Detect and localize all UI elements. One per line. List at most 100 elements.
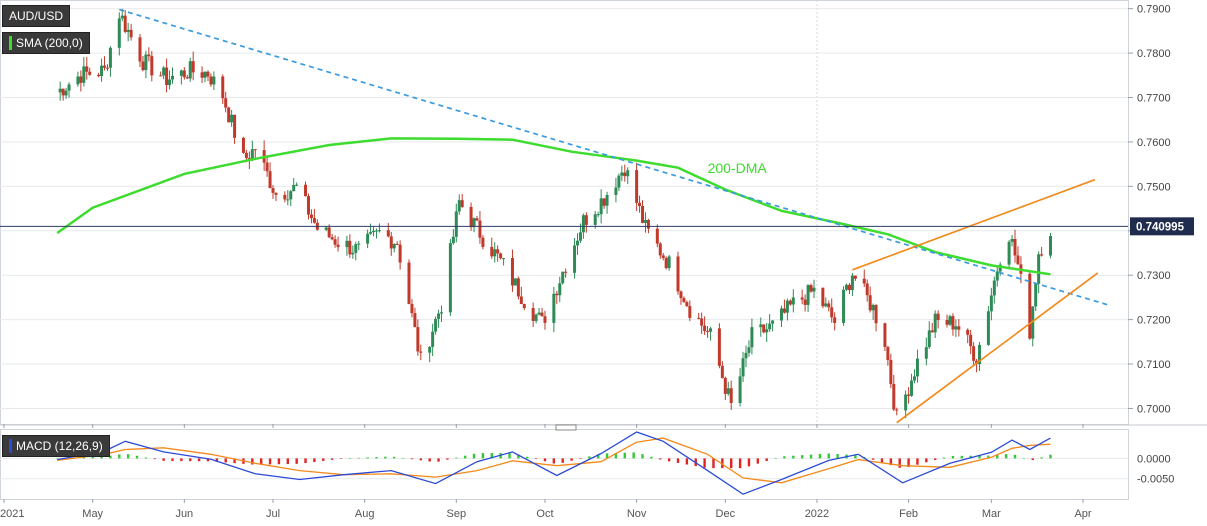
macd-histogram-bar (1040, 457, 1043, 459)
candle-body (191, 61, 195, 73)
candle-body (578, 232, 582, 241)
macd-line (57, 431, 1051, 495)
macd-text: MACD (12,26,9) (16, 439, 103, 453)
candle-body (531, 307, 535, 321)
x-tick-label: Dec (716, 508, 736, 520)
macd-histogram-bar (135, 455, 139, 459)
candle-body (283, 194, 287, 200)
macd-histogram-bar (295, 458, 298, 464)
x-tick-label: Feb (899, 508, 918, 520)
candle-body (374, 230, 378, 232)
macd-histogram-bar (144, 457, 148, 459)
candle-body (623, 172, 627, 177)
candle-body (646, 219, 650, 229)
candle-body (865, 283, 869, 296)
candle-body (862, 278, 866, 284)
candle-body (575, 240, 579, 246)
candle-body (123, 15, 127, 32)
candle-body (726, 388, 730, 394)
candle-body (785, 300, 789, 313)
candle-body (564, 271, 568, 273)
candle-body (150, 56, 154, 76)
macd-histogram-bar (756, 458, 760, 464)
macd-histogram-bar (251, 458, 254, 465)
candle-body (386, 230, 390, 237)
macd-histogram-bar (685, 458, 689, 465)
candle-body (907, 394, 911, 396)
x-tick-label: Jul (266, 508, 280, 520)
macd-histogram-bar (100, 456, 103, 459)
candle-body (886, 346, 890, 361)
candle-body (366, 233, 370, 244)
macd-histogram-bar (171, 458, 174, 461)
candle-body (437, 313, 441, 319)
candle-body (969, 334, 973, 347)
macd-histogram-bar (339, 458, 343, 459)
candle-body (904, 394, 908, 411)
candle-body (750, 327, 754, 348)
candle-body (584, 215, 588, 225)
x-tick-label: Oct (536, 508, 553, 520)
macd-histogram-bar (623, 452, 626, 459)
candle-body (930, 330, 934, 333)
candle-body (419, 351, 423, 353)
macd-histogram-bar (401, 458, 405, 459)
candle-body (165, 67, 169, 86)
x-tick-label: Sep (447, 508, 467, 520)
macd-histogram-bar (330, 458, 334, 460)
candle-body (460, 200, 464, 207)
candle-body (741, 358, 745, 377)
x-tick-label: Apr (1074, 508, 1091, 520)
candle-body (389, 236, 393, 249)
symbol-label[interactable]: AUD/USD (2, 5, 71, 27)
macd-histogram-bar (605, 453, 609, 459)
macd-histogram-bar (118, 454, 121, 459)
candle-body (182, 70, 186, 78)
macd-histogram-bar (730, 458, 733, 469)
candle-body (655, 228, 659, 244)
macd-histogram-bar (818, 454, 822, 459)
candle-body (295, 184, 299, 186)
candle-body (868, 295, 872, 311)
x-tick-label: Aug (355, 508, 375, 520)
macd-histogram-bar (1013, 454, 1017, 459)
candle-body (188, 61, 192, 79)
candle-body (1010, 238, 1014, 242)
candle-body (407, 262, 411, 304)
candle-body (602, 198, 606, 206)
candle-body (369, 232, 373, 234)
macd-histogram-bar (224, 458, 227, 463)
candle-body (664, 258, 668, 269)
candle-body (428, 346, 432, 353)
macd-label[interactable]: MACD (12,26,9) (2, 435, 110, 457)
candle-body (643, 219, 647, 223)
candle-body (723, 377, 727, 394)
macd-histogram-bar (180, 458, 183, 462)
macd-histogram-bar (792, 455, 795, 459)
candle-body (989, 295, 993, 312)
candle-body (667, 256, 671, 269)
candle-body (700, 318, 704, 326)
candle-body (162, 67, 166, 76)
candle-body (88, 71, 92, 75)
candle-body (803, 299, 807, 305)
candle-body (1048, 235, 1052, 256)
macd-histogram-bar (189, 458, 192, 462)
candle-body (581, 215, 585, 233)
candle-body (821, 287, 825, 307)
candle-body (448, 243, 452, 313)
macd-histogram-bar (126, 454, 130, 459)
macd-histogram-bar (632, 452, 635, 459)
candle-body (330, 237, 334, 240)
candle-body (842, 289, 846, 323)
sma-label[interactable]: SMA (200,0) (2, 32, 90, 54)
macd-histogram-bar (641, 454, 644, 459)
candle-body (274, 192, 278, 195)
candle-body (605, 194, 609, 206)
candle-body (978, 344, 982, 365)
candle-body (924, 347, 928, 359)
candle-body (847, 284, 851, 291)
candle-body (765, 329, 769, 333)
candle-body (593, 214, 597, 225)
